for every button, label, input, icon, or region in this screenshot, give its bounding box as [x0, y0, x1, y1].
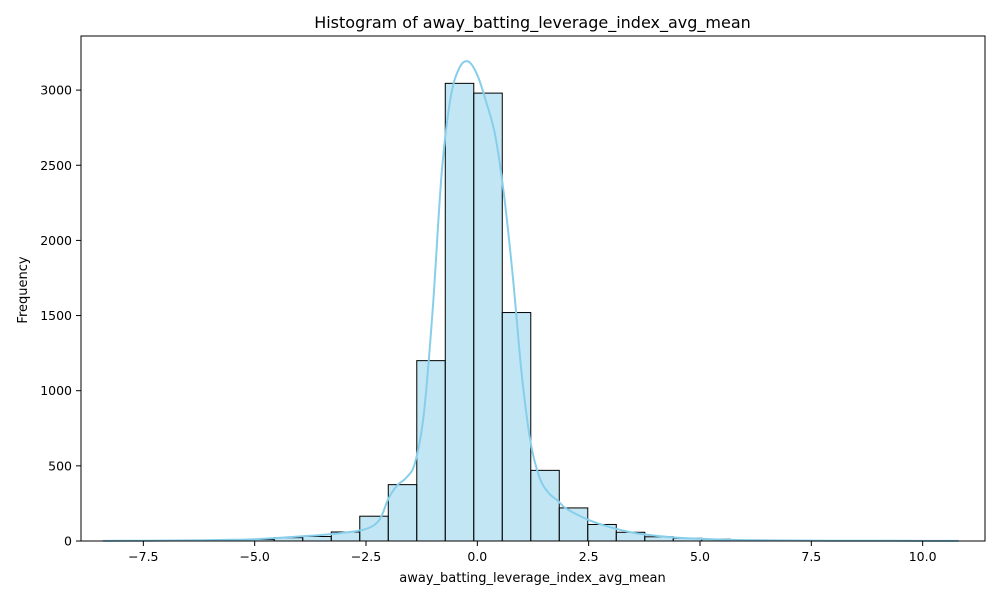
- y-axis-ticks: 0 500 1000 1500 2000 2500 3000: [40, 83, 81, 549]
- y-axis-label: Frequency: [16, 256, 31, 323]
- x-tick-label: −2.5: [351, 549, 381, 564]
- x-tick-label: 0.0: [467, 549, 487, 564]
- plot-area-frame: [80, 35, 986, 542]
- y-tick-label: 500: [48, 458, 72, 473]
- histogram-bar: [473, 92, 503, 542]
- chart-title: Histogram of away_batting_leverage_index…: [314, 13, 751, 33]
- kde-curve: [103, 60, 959, 542]
- histogram-bar: [501, 312, 532, 542]
- x-tick-label: 7.5: [801, 549, 821, 564]
- x-axis-label: away_batting_leverage_index_avg_mean: [399, 571, 665, 586]
- histogram-bar: [302, 535, 332, 542]
- histogram-bar: [416, 360, 446, 542]
- y-tick-label: 2000: [40, 233, 72, 248]
- x-tick-label: 10.0: [909, 549, 937, 564]
- y-tick-label: 1500: [40, 308, 72, 323]
- y-tick-label: 2500: [40, 158, 72, 173]
- histogram-bar: [530, 469, 560, 542]
- y-tick-label: 3000: [40, 83, 72, 98]
- y-tick-label: 0: [64, 534, 72, 549]
- histogram-bars: [102, 82, 959, 542]
- x-tick-label: 2.5: [579, 549, 599, 564]
- histogram-bar: [444, 82, 475, 542]
- x-tick-label: −5.0: [239, 549, 269, 564]
- x-axis-ticks: −7.5 −5.0 −2.5 0.0 2.5 5.0 7.5 10.0: [128, 541, 937, 564]
- x-tick-label: 5.0: [690, 549, 710, 564]
- y-tick-label: 1000: [40, 383, 72, 398]
- x-tick-label: −7.5: [128, 549, 158, 564]
